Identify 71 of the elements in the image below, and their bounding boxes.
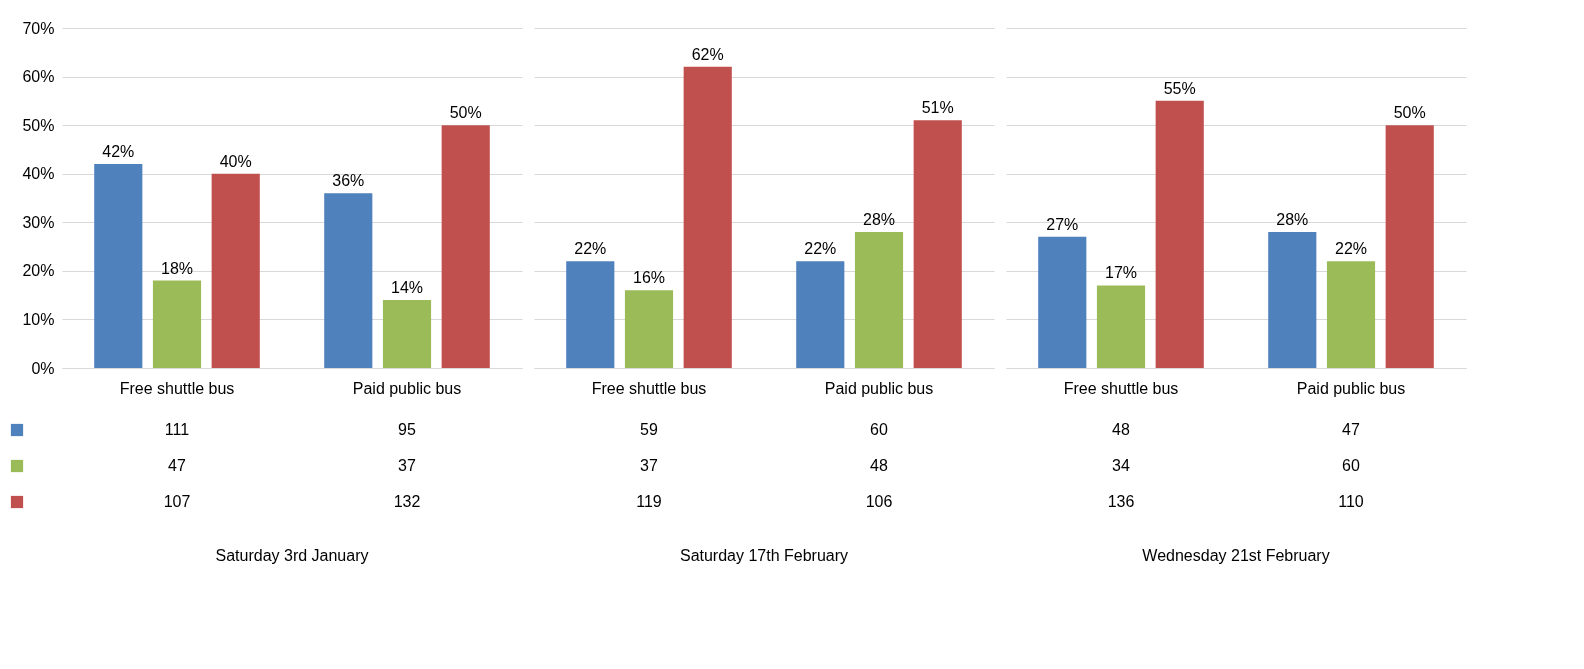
bar bbox=[913, 120, 962, 368]
x-axis-title: Wednesday 21st February bbox=[1142, 547, 1330, 564]
bar bbox=[796, 261, 845, 368]
data-label: 50% bbox=[1393, 104, 1426, 122]
data-label: 16% bbox=[632, 269, 666, 287]
data-label: 51% bbox=[921, 99, 954, 117]
data-label: 22% bbox=[1334, 240, 1368, 258]
bar bbox=[382, 300, 432, 368]
bar bbox=[94, 164, 143, 368]
data-label: 55% bbox=[1163, 79, 1196, 97]
x-axis-title: Saturday 17th February bbox=[679, 547, 849, 564]
bar bbox=[854, 232, 904, 368]
data-label: 42% bbox=[102, 143, 135, 160]
text: 48 bbox=[1112, 421, 1130, 438]
data-label: 14% bbox=[390, 279, 424, 296]
y-tick-label: 30% bbox=[22, 213, 55, 231]
y-tick-label: 0% bbox=[31, 359, 55, 377]
y-tick-label: 60% bbox=[22, 68, 55, 86]
x-tick-label: Free shuttle bus bbox=[119, 379, 235, 397]
bar bbox=[1268, 232, 1317, 368]
data-label: 28% bbox=[1276, 211, 1309, 228]
bar bbox=[324, 193, 373, 368]
y-tick-label: 10% bbox=[22, 310, 55, 328]
bar bbox=[441, 125, 490, 368]
text: 106 bbox=[865, 493, 893, 510]
text: 37 bbox=[640, 457, 658, 474]
data-label: 62% bbox=[691, 45, 724, 63]
text: 132 bbox=[393, 493, 421, 510]
bar bbox=[152, 280, 202, 368]
x-axis-title: Saturday 3rd January bbox=[215, 547, 369, 564]
bar bbox=[1326, 261, 1376, 368]
text: 37 bbox=[398, 457, 416, 474]
text: 60 bbox=[870, 421, 888, 438]
text: 47 bbox=[168, 457, 186, 474]
data-label: 50% bbox=[449, 104, 482, 122]
bar bbox=[1385, 125, 1434, 368]
data-label: 28% bbox=[862, 211, 896, 228]
text: 47 bbox=[1342, 421, 1360, 438]
x-tick-label: Free shuttle bus bbox=[1063, 379, 1179, 397]
bar bbox=[211, 173, 260, 368]
text: 48 bbox=[870, 457, 888, 474]
data-label: 27% bbox=[1046, 215, 1079, 233]
x-tick-label: Paid public bus bbox=[352, 379, 462, 397]
data-label: 18% bbox=[160, 259, 194, 277]
bar bbox=[624, 290, 674, 368]
bar bbox=[566, 261, 615, 368]
bar bbox=[1096, 285, 1146, 368]
y-tick-label: 40% bbox=[22, 165, 55, 183]
text: 34 bbox=[1112, 457, 1130, 474]
data-label: 36% bbox=[332, 172, 365, 190]
text: 107 bbox=[163, 493, 191, 510]
x-tick-label: Free shuttle bus bbox=[591, 379, 707, 397]
bar bbox=[1155, 100, 1204, 368]
y-tick-label: 70% bbox=[22, 19, 55, 37]
bar bbox=[683, 66, 732, 368]
text: 60 bbox=[1342, 457, 1360, 474]
bar bbox=[1038, 236, 1087, 368]
x-tick-label: Paid public bus bbox=[1296, 379, 1406, 397]
text: 111 bbox=[164, 421, 190, 438]
text: 136 bbox=[1107, 493, 1135, 510]
text: 110 bbox=[1338, 493, 1364, 510]
data-label: 22% bbox=[574, 240, 607, 258]
data-label: 40% bbox=[219, 152, 252, 170]
data-label: 22% bbox=[804, 240, 837, 258]
data-label: 17% bbox=[1104, 264, 1138, 282]
text: 59 bbox=[640, 421, 658, 438]
text: 119 bbox=[636, 493, 662, 510]
y-tick-label: 20% bbox=[22, 262, 55, 280]
y-tick-label: 50% bbox=[22, 116, 55, 134]
text: 95 bbox=[398, 421, 416, 438]
x-tick-label: Paid public bus bbox=[824, 379, 934, 397]
